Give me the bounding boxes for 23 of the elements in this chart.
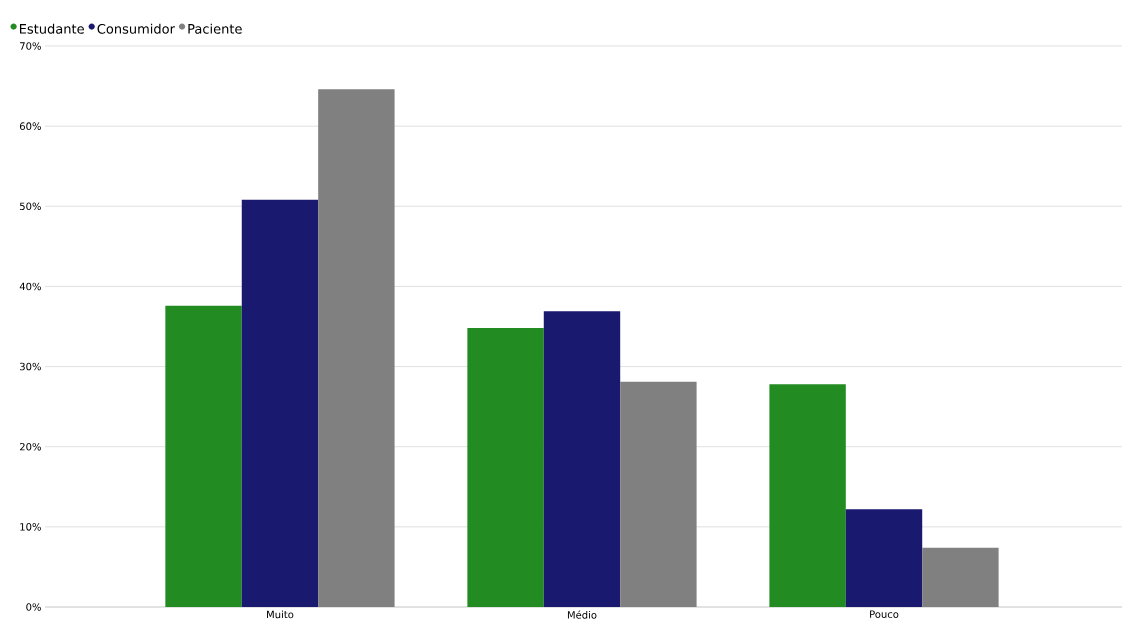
y-tick-label: 70% [20,42,41,50]
bar [467,328,544,607]
x-tick-label: Médio [567,610,597,619]
y-tick-label: 60% [19,122,41,130]
bar [620,381,697,607]
bar [769,384,846,607]
y-tick-label: 0% [26,603,41,611]
legend-label: Paciente [188,23,242,34]
bar [543,311,621,607]
x-tick-label: Pouco [870,610,899,618]
y-tick-label: 30% [20,362,41,371]
legend-label: Consumidor [97,23,175,34]
y-tick-label: 20% [19,442,41,451]
bar [845,509,923,607]
bar [318,89,395,607]
bar [241,199,319,607]
bar [165,305,242,607]
x-tick-label: Muito [267,610,294,619]
legend-label: Estudante [20,23,84,34]
y-tick-label: 50% [20,202,41,211]
y-tick-label: 10% [20,523,41,531]
y-tick-label: 40% [19,282,41,291]
bar [922,547,999,607]
